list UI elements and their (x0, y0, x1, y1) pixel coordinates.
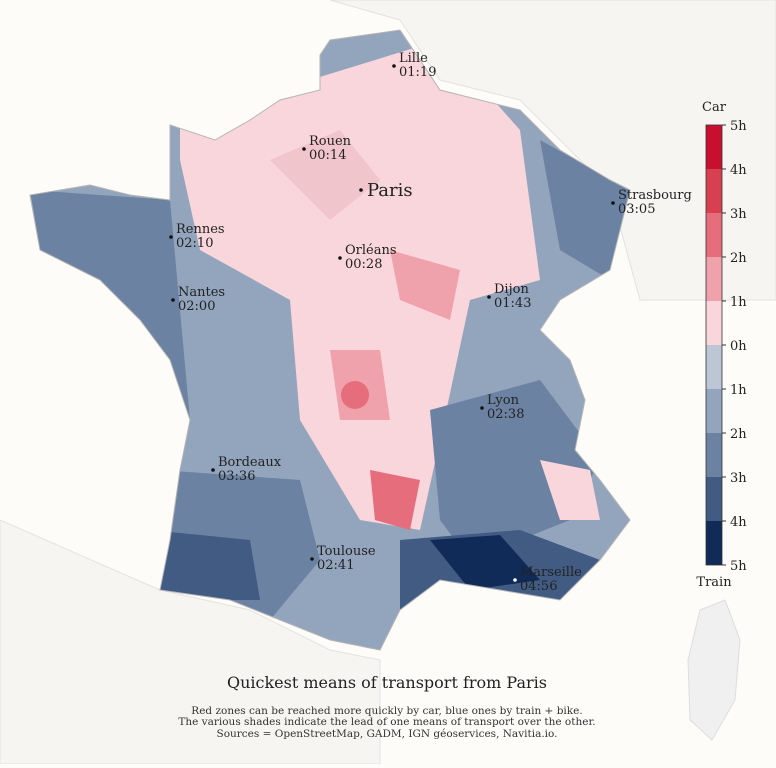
legend-tick-label: 5h (730, 119, 747, 134)
city-dot (359, 188, 363, 192)
city-name: Toulouse (317, 544, 376, 559)
legend-swatch (706, 345, 722, 389)
legend-tick-label: 2h (730, 427, 747, 442)
legend-tick-label: 1h (730, 383, 747, 398)
city-time: 00:14 (309, 148, 346, 163)
city-name: Paris (367, 180, 413, 201)
legend-swatch (706, 213, 722, 257)
legend-swatch (706, 125, 722, 169)
city-time: 01:43 (494, 296, 531, 311)
corsica (687, 599, 741, 741)
legend-tick-label: 4h (730, 163, 747, 178)
city-name: Orléans (345, 243, 397, 258)
city-name: Dijon (494, 282, 529, 297)
caption-line: Sources = OpenStreetMap, GADM, IGN géose… (217, 728, 558, 740)
city-time: 03:36 (218, 469, 255, 484)
city-time: 02:41 (317, 558, 354, 573)
legend-swatch (706, 389, 722, 433)
legend-tick-label: 3h (730, 471, 747, 486)
legend-swatch (706, 257, 722, 301)
city-dot (392, 64, 396, 68)
city-dot (211, 468, 215, 472)
city-name: Strasbourg (618, 188, 692, 203)
city-dot (480, 406, 484, 410)
city-dot (302, 147, 306, 151)
city-name: Bordeaux (218, 455, 282, 470)
legend-top-label: Car (702, 100, 727, 115)
legend-swatch (706, 433, 722, 477)
city-time: 02:38 (487, 407, 524, 422)
city-name: Lyon (487, 393, 520, 408)
caption-line: Red zones can be reached more quickly by… (191, 705, 582, 717)
city-name: Nantes (178, 285, 225, 300)
city-name: Rennes (176, 222, 225, 237)
legend-swatch (706, 477, 722, 521)
city-time: 04:56 (520, 579, 557, 594)
legend-tick-label: 1h (730, 295, 747, 310)
city-name: Rouen (309, 134, 352, 149)
city-time: 02:00 (178, 299, 215, 314)
city-dot (171, 298, 175, 302)
city-time: 03:05 (618, 202, 655, 217)
legend-tick-label: 5h (730, 559, 747, 574)
caption-line: The various shades indicate the lead of … (178, 716, 595, 728)
legend-swatch (706, 301, 722, 345)
title: Quickest means of transport from Paris (227, 673, 547, 692)
city-dot (487, 295, 491, 299)
legend-swatch (706, 169, 722, 213)
city-name: Marseille (520, 565, 582, 580)
city-name: Lille (399, 51, 428, 66)
city-dot (310, 557, 314, 561)
legend-swatch (706, 521, 722, 565)
legend-tick-label: 2h (730, 251, 747, 266)
city-dot (169, 235, 173, 239)
city-dot (513, 578, 517, 582)
legend-tick-label: 3h (730, 207, 747, 222)
legend-bottom-label: Train (696, 575, 732, 590)
city-time: 01:19 (399, 65, 436, 80)
city-dot (338, 256, 342, 260)
legend-tick-label: 4h (730, 515, 747, 530)
city-dot (611, 201, 615, 205)
city-time: 02:10 (176, 236, 213, 251)
city-time: 00:28 (345, 257, 382, 272)
legend-tick-label: 0h (730, 339, 747, 354)
